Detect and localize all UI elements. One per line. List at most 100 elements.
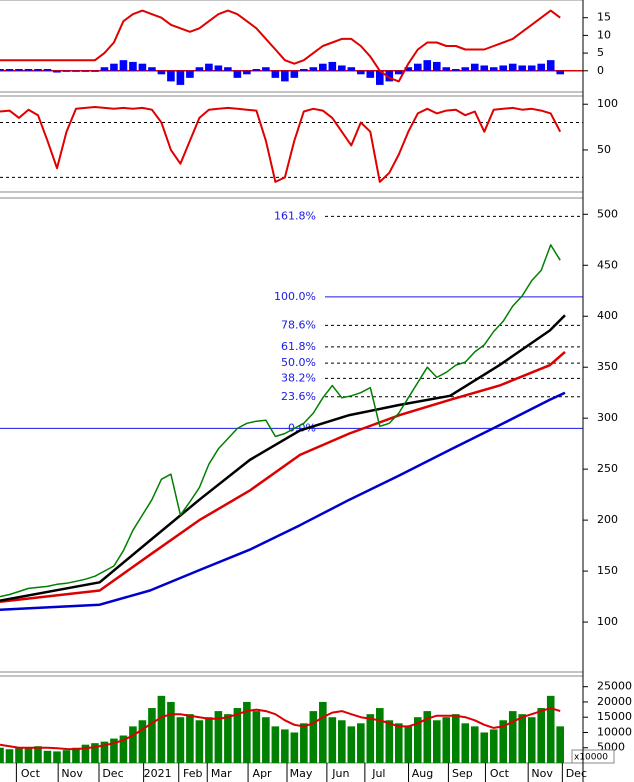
bar (262, 717, 270, 763)
bar (62, 750, 71, 763)
bar (518, 65, 527, 71)
x-tick-label: Sep (452, 767, 473, 780)
x-tick-label: Jun (331, 767, 349, 780)
bar (205, 717, 213, 763)
bar (508, 63, 517, 71)
bar (470, 726, 479, 763)
y-tick-label: 25000 (597, 680, 632, 693)
bar (499, 65, 508, 71)
bar (347, 726, 356, 763)
bar (442, 67, 451, 71)
bar (338, 65, 346, 71)
bar (243, 701, 251, 763)
fib-label: 161.8% (274, 209, 316, 222)
bar (309, 67, 318, 71)
y-tick-label: 450 (597, 258, 618, 271)
bar (432, 61, 441, 71)
bar (394, 70, 403, 75)
bar (470, 63, 479, 71)
bar (243, 70, 251, 75)
x-tick-label: Dec (102, 767, 123, 780)
bar (224, 67, 232, 71)
bar (157, 695, 166, 763)
bar (300, 723, 308, 763)
bar (91, 70, 99, 72)
bar (214, 711, 223, 763)
bar (376, 708, 384, 763)
bar (300, 69, 308, 71)
x-tick-label: May (290, 767, 313, 780)
bar (376, 70, 384, 85)
bar (489, 67, 498, 71)
bar (499, 720, 508, 763)
y-tick-label: 350 (597, 360, 618, 373)
y-tick-label: 150 (597, 564, 618, 577)
x-tick-label: Apr (253, 767, 273, 780)
bar (5, 69, 14, 71)
bar (53, 70, 61, 73)
bar (537, 63, 546, 71)
x-tick-label: Mar (211, 767, 232, 780)
bar (129, 726, 137, 763)
fib-label: 78.6% (281, 318, 316, 331)
bar (15, 747, 23, 763)
bar (167, 70, 175, 82)
y-tick-label: 5 (597, 46, 604, 59)
line (0, 707, 561, 751)
bar (451, 69, 460, 71)
bar (233, 70, 242, 78)
bar (347, 67, 356, 71)
bar (404, 67, 413, 71)
x-tick-label: Aug (412, 767, 433, 780)
bar (451, 714, 460, 763)
bar (62, 70, 71, 72)
bar (233, 708, 242, 763)
bar (224, 714, 232, 763)
bar (385, 70, 394, 82)
bar (404, 726, 413, 763)
bar (309, 711, 318, 763)
bar (556, 726, 565, 763)
unit-label: x10000 (574, 753, 608, 763)
bar (518, 714, 527, 763)
y-tick-label: 20000 (597, 695, 632, 708)
bar (15, 69, 23, 71)
bar (432, 720, 441, 763)
bar (72, 747, 80, 763)
fib-label: 38.2% (281, 371, 316, 384)
bar (527, 717, 536, 763)
bar (110, 738, 118, 763)
bar (480, 65, 489, 71)
fib-label: 61.8% (281, 340, 316, 353)
bar (366, 70, 375, 78)
y-tick-label: 100 (597, 97, 618, 110)
bar (186, 70, 194, 78)
bar (385, 720, 394, 763)
x-tick-label: Nov (531, 767, 553, 780)
bar (100, 67, 109, 71)
y-tick-label: 15000 (597, 710, 632, 723)
bar (489, 729, 498, 763)
y-tick-label: 10000 (597, 725, 632, 738)
y-tick-label: 500 (597, 207, 618, 220)
bar (148, 67, 156, 71)
bar (53, 751, 61, 763)
bar (338, 720, 346, 763)
bar (34, 69, 42, 71)
x-tick-label: Oct (21, 767, 41, 780)
bar (91, 743, 99, 763)
bar (556, 70, 565, 75)
bar (290, 70, 299, 78)
bar (110, 63, 118, 71)
bar (461, 67, 470, 71)
bar (461, 723, 470, 763)
line (0, 314, 566, 602)
y-tick-label: 200 (597, 513, 618, 526)
bar (442, 717, 451, 763)
y-tick-label: 50 (597, 143, 611, 156)
bar (176, 717, 185, 763)
x-tick-label: Feb (183, 767, 202, 780)
bar (5, 749, 14, 763)
bar (24, 748, 33, 763)
